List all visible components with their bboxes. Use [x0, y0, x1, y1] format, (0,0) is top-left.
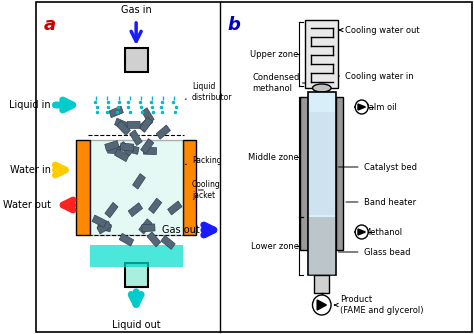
Bar	[105, 141, 119, 151]
Text: Liquid
distributor: Liquid distributor	[185, 82, 232, 102]
Text: Glass bead: Glass bead	[338, 247, 410, 257]
Bar	[142, 108, 154, 123]
Text: Condensed
methanol: Condensed methanol	[252, 73, 305, 93]
Text: Gas in: Gas in	[121, 5, 152, 15]
Bar	[109, 106, 123, 118]
Bar	[308, 92, 336, 275]
Text: Liquid in: Liquid in	[9, 100, 51, 110]
Polygon shape	[358, 229, 365, 235]
Bar	[141, 139, 154, 154]
Text: Methanol: Methanol	[355, 227, 403, 236]
Bar	[161, 235, 175, 249]
Bar	[125, 263, 148, 287]
Bar	[133, 174, 146, 189]
Text: b: b	[227, 16, 240, 34]
Text: Cooling water out: Cooling water out	[339, 25, 419, 34]
Bar	[305, 20, 338, 88]
Bar	[148, 198, 162, 213]
Text: Cooling
jacket: Cooling jacket	[192, 180, 220, 200]
Text: Liquid out: Liquid out	[112, 320, 161, 330]
Text: a: a	[43, 16, 55, 34]
Text: Gas out: Gas out	[163, 225, 200, 235]
Bar	[114, 149, 129, 162]
Polygon shape	[358, 104, 365, 110]
Bar	[168, 201, 182, 215]
Bar	[336, 97, 343, 250]
Bar	[139, 219, 152, 234]
Text: Packing: Packing	[185, 156, 221, 165]
Circle shape	[312, 295, 331, 315]
Bar	[142, 224, 155, 232]
Bar	[76, 140, 90, 235]
Bar	[182, 140, 197, 235]
Text: Cooling water in: Cooling water in	[338, 71, 414, 80]
Bar	[120, 143, 134, 151]
Bar	[105, 202, 118, 218]
Circle shape	[355, 100, 368, 114]
Bar	[127, 121, 140, 129]
FancyBboxPatch shape	[76, 60, 197, 275]
Bar	[119, 142, 133, 156]
Text: Lower zone: Lower zone	[251, 241, 299, 250]
Bar	[125, 48, 148, 72]
Bar	[125, 144, 139, 154]
Text: Product
(FAME and glycerol): Product (FAME and glycerol)	[335, 295, 424, 315]
Text: Water out: Water out	[3, 200, 51, 210]
Bar	[309, 217, 335, 275]
Bar	[117, 121, 130, 135]
Text: Catalyst bed: Catalyst bed	[338, 163, 417, 171]
Bar	[115, 118, 129, 130]
Text: Band heater: Band heater	[346, 197, 416, 206]
Bar	[147, 232, 161, 247]
Bar	[143, 147, 156, 155]
Bar	[90, 140, 182, 235]
Circle shape	[355, 225, 368, 239]
Polygon shape	[317, 300, 327, 310]
Bar	[97, 222, 111, 232]
Bar	[139, 117, 153, 131]
Bar	[92, 215, 107, 227]
Text: Water in: Water in	[10, 165, 51, 175]
Text: Middle zone: Middle zone	[248, 153, 299, 162]
Bar	[301, 97, 308, 250]
Bar	[128, 203, 143, 217]
Bar	[156, 125, 171, 139]
Bar	[108, 146, 121, 154]
Bar	[309, 112, 335, 215]
Bar	[129, 130, 142, 146]
Bar	[97, 221, 111, 234]
Bar	[139, 117, 153, 132]
Bar	[314, 275, 329, 293]
Bar	[119, 233, 134, 246]
Bar	[90, 245, 182, 267]
Text: Upper zone: Upper zone	[250, 49, 299, 58]
Text: Palm oil: Palm oil	[355, 103, 396, 112]
Ellipse shape	[312, 84, 331, 92]
